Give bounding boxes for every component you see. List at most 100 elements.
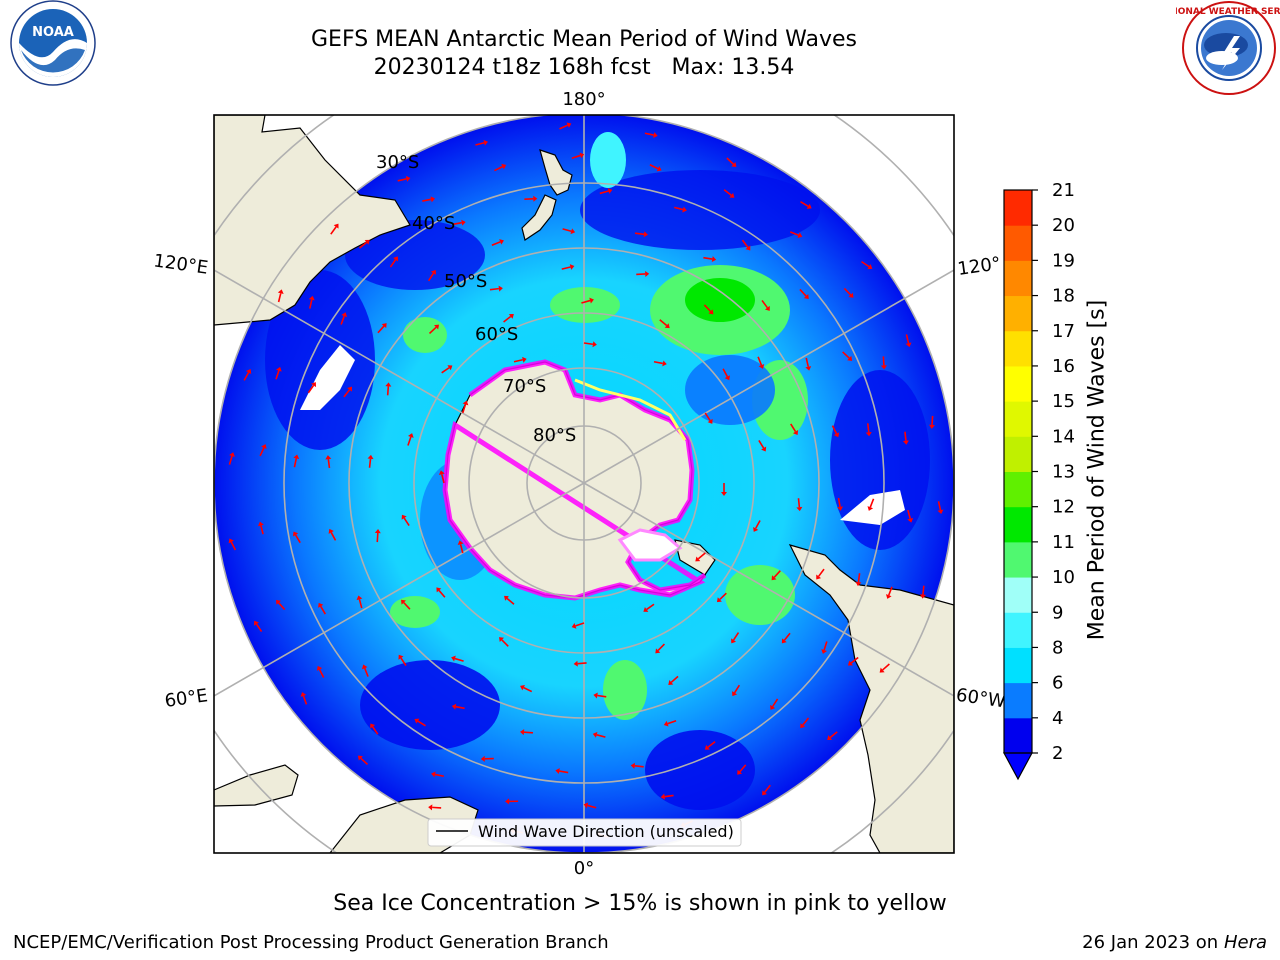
wave-direction-arrow [937, 501, 942, 511]
wave-direction-arrow [922, 585, 925, 595]
wave-direction-arrowhead [663, 720, 669, 727]
wave-direction-arrowhead [729, 192, 735, 198]
wave-direction-arrowhead [660, 793, 666, 800]
colorbar-tick-label: 18 [1052, 286, 1075, 307]
wave-direction-arrow [417, 720, 426, 727]
wave-direction-arrowhead [724, 375, 730, 381]
wave-direction-arrowhead [592, 731, 598, 738]
colorbar-axis-label: Mean Period of Wind Waves [s] [1084, 299, 1110, 641]
lon-label-60e: 60°E [163, 685, 209, 712]
wave-direction-arrowhead [821, 649, 827, 654]
wave-direction-arrow [371, 726, 379, 735]
colorbar-segment [1004, 577, 1032, 613]
wave-direction-arrow [513, 358, 523, 363]
lat-label-40s: 40°S [412, 213, 455, 234]
wave-direction-arrowhead [325, 455, 332, 460]
wave-direction-arrow [377, 325, 385, 334]
wave-direction-arrowhead [451, 655, 456, 662]
wave-direction-arrow [644, 132, 654, 136]
wave-direction-arrowhead [579, 152, 585, 159]
wave-direction-arrowhead [833, 432, 840, 438]
wave-direction-arrow [422, 198, 432, 202]
wave-direction-arrowhead [571, 623, 577, 629]
wave-direction-arrowhead [907, 517, 914, 523]
wave-direction-arrow [907, 509, 912, 519]
wave-direction-arrowhead [711, 256, 717, 263]
wave-direction-arrowhead [662, 360, 667, 367]
wave-direction-arrow [634, 765, 644, 768]
wave-direction-arrow [403, 602, 411, 610]
wave-direction-arrowhead [664, 323, 670, 329]
wave-direction-arrow [789, 231, 799, 236]
lon-label-120w: 120° [956, 253, 1002, 280]
wave-direction-arrow [667, 720, 677, 725]
wave-direction-arrow [441, 474, 445, 484]
wave-direction-arrow [294, 534, 301, 544]
wave-direction-arrow [360, 757, 369, 765]
colorbar-tick-label: 6 [1052, 673, 1063, 694]
colorbar-tick-label: 13 [1052, 462, 1075, 483]
wave-direction-arrowhead [708, 309, 714, 315]
wave-direction-arrowhead [855, 581, 862, 587]
wave-direction-arrowhead [370, 723, 376, 729]
sea-ice-edge-yellow [574, 378, 687, 441]
wave-direction-arrowhead [643, 231, 648, 238]
wave-direction-arrow [764, 784, 771, 793]
wave-direction-arrowhead [401, 514, 407, 520]
wave-direction-arrowhead [731, 638, 737, 644]
wave-direction-arrowhead [405, 175, 411, 182]
wave-direction-arrow [475, 142, 485, 146]
wave-direction-arrow [358, 599, 363, 609]
colorbar-segment [1004, 190, 1032, 226]
wave-direction-arrow [646, 603, 655, 611]
wave-direction-arrow [882, 356, 885, 366]
wave-direction-arrow [739, 764, 747, 773]
wave-direction-arrow [327, 458, 331, 469]
wave-direction-arrow [228, 455, 233, 465]
wave-direction-arrowhead [867, 264, 873, 270]
wave-direction-arrow [459, 544, 464, 554]
wave-direction-arrow [318, 669, 325, 678]
colorbar-tick-label: 12 [1052, 497, 1075, 518]
wave-direction-arrowhead [796, 506, 803, 512]
wave-direction-arrowhead [451, 703, 457, 710]
colorbar-tick-label: 19 [1052, 250, 1075, 271]
wave-direction-arrow [773, 570, 781, 578]
wave-direction-arrowhead [261, 444, 267, 450]
wave-direction-arrow [771, 698, 779, 707]
colorbar-segment [1004, 330, 1032, 367]
colorbar-segment [1004, 612, 1032, 648]
wave-direction-arrowhead [573, 660, 578, 667]
wave-direction-arrow [758, 440, 765, 449]
wave-direction-arrowhead [276, 366, 282, 372]
wave-direction-arrowhead [347, 386, 352, 392]
colorbar: 2 4 6 8 9 10 11 12 13 14 15 16 17 18 19 20 21 [1002, 180, 1075, 781]
colorbar-tick-label: 8 [1052, 637, 1063, 658]
wave-direction-arrow [452, 221, 462, 226]
svg-text:NOAA: NOAA [32, 25, 74, 40]
weddell-ice [617, 528, 683, 562]
wave-direction-arrow [461, 404, 467, 414]
footer-organization: NCEP/EMC/Verification Post Processing Pr… [13, 932, 609, 953]
lat-label-60s: 60°S [475, 324, 518, 345]
wave-direction-arrowhead [431, 771, 436, 778]
wave-direction-arrow [869, 498, 875, 508]
wave-direction-arrowhead [592, 341, 597, 348]
wave-direction-arrowhead [593, 692, 598, 699]
wave-direction-arrowhead [764, 305, 770, 311]
wave-direction-arrow [931, 415, 934, 426]
wave-direction-arrow [368, 458, 372, 468]
wave-direction-arrowhead [483, 139, 489, 146]
wave-direction-arrowhead [695, 556, 701, 562]
wave-direction-arrow [562, 228, 572, 233]
wave-direction-arrow [674, 206, 684, 211]
wave-direction-arrow [802, 717, 810, 726]
wave-direction-arrow [438, 589, 446, 598]
wave-direction-arrowhead [457, 540, 464, 545]
wave-direction-arrowhead [328, 528, 334, 534]
wave-direction-arrowhead [505, 798, 510, 805]
wave-direction-arrowhead [364, 239, 370, 245]
wave-direction-arrowhead [761, 446, 767, 452]
wave-direction-arrow [343, 389, 351, 398]
